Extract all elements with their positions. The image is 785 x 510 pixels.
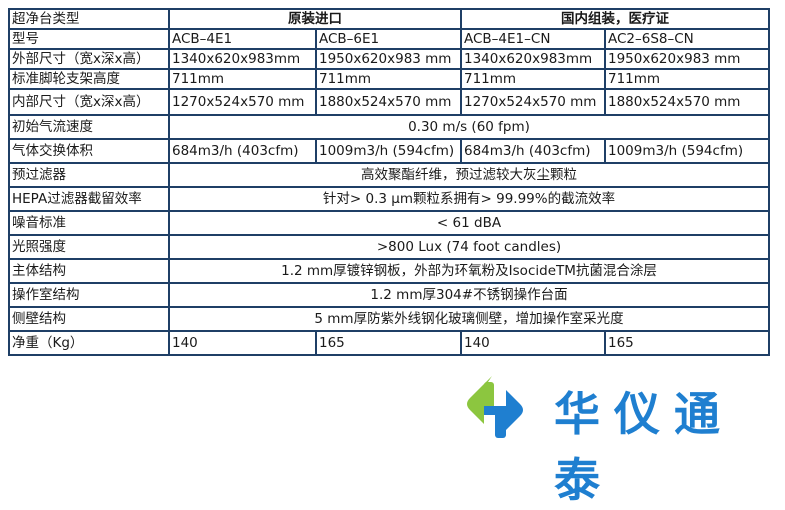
row-label: 外部尺寸（宽x深x高）: [8, 48, 170, 70]
cell-value: 1009m3/h (594cfm): [315, 138, 462, 164]
cell-value: 1880x524x570 mm: [604, 88, 770, 116]
row-value: >800 Lux (74 foot candles): [168, 234, 770, 260]
row-label: HEPA过滤器截留效率: [8, 186, 170, 212]
cell-value: 1340x620x983mm: [460, 48, 606, 70]
cell-value: 1270x524x570 mm: [168, 88, 317, 116]
cell-value: ACB–4E1: [168, 28, 317, 50]
table-row: 净重（Kg） 140 165 140 165: [8, 330, 770, 356]
company-logo: 华仪通泰: [462, 374, 772, 507]
logo-h-icon: [467, 376, 523, 440]
cell-value: 140: [460, 330, 606, 356]
row-label: 内部尺寸（宽x深x高）: [8, 88, 170, 116]
row-label: 光照强度: [8, 234, 170, 260]
cell-value: ACB–4E1–CN: [460, 28, 606, 50]
cell-value: 684m3/h (403cfm): [168, 138, 317, 164]
row-label: 初始气流速度: [8, 114, 170, 140]
table-row: 标准脚轮支架高度 711mm 711mm 711mm 711mm: [8, 68, 770, 90]
row-label: 主体结构: [8, 258, 170, 284]
row-label: 预过滤器: [8, 162, 170, 188]
row-label: 侧壁结构: [8, 306, 170, 332]
row-label: 型号: [8, 28, 170, 50]
cell-value: 1950x620x983 mm: [604, 48, 770, 70]
row-value: 5 mm厚防紫外线钢化玻璃侧壁，增加操作室采光度: [168, 306, 770, 332]
table-row: 初始气流速度 0.30 m/s (60 fpm): [8, 114, 770, 140]
row-value: 1.2 mm厚镀锌钢板，外部为环氧粉及IsocideTM抗菌混合涂层: [168, 258, 770, 284]
header-label: 超净台类型: [8, 8, 170, 30]
row-label: 操作室结构: [8, 282, 170, 308]
table-row: 操作室结构 1.2 mm厚304#不锈钢操作台面: [8, 282, 770, 308]
table-header-row: 超净台类型 原装进口 国内组装，医疗证: [8, 8, 770, 30]
cell-value: 1880x524x570 mm: [315, 88, 462, 116]
spec-table: 超净台类型 原装进口 国内组装，医疗证 型号 ACB–4E1 ACB–6E1 ACB–…: [8, 8, 770, 356]
cell-value: ACB–6E1: [315, 28, 462, 50]
cell-value: 711mm: [604, 68, 770, 90]
table-row: 预过滤器 高效聚酯纤维，预过滤较大灰尘颗粒: [8, 162, 770, 188]
table-row: 光照强度 >800 Lux (74 foot candles): [8, 234, 770, 260]
row-value: 高效聚酯纤维，预过滤较大灰尘颗粒: [168, 162, 770, 188]
row-value: 针对> 0.3 μm颗粒系拥有> 99.99%的截流效率: [168, 186, 770, 212]
logo-text: 华仪通泰: [554, 387, 734, 507]
cell-value: 1270x524x570 mm: [460, 88, 606, 116]
cell-value: 165: [604, 330, 770, 356]
row-label: 气体交换体积: [8, 138, 170, 164]
cell-value: 711mm: [315, 68, 462, 90]
row-value: < 61 dBA: [168, 210, 770, 236]
row-label: 噪音标准: [8, 210, 170, 236]
table-row: 型号 ACB–4E1 ACB–6E1 ACB–4E1–CN AC2–6S8–CN: [8, 28, 770, 50]
cell-value: 1009m3/h (594cfm): [604, 138, 770, 164]
cell-value: 165: [315, 330, 462, 356]
row-value: 1.2 mm厚304#不锈钢操作台面: [168, 282, 770, 308]
table-row: 内部尺寸（宽x深x高） 1270x524x570 mm 1880x524x570 m…: [8, 88, 770, 116]
table-row: 侧壁结构 5 mm厚防紫外线钢化玻璃侧壁，增加操作室采光度: [8, 306, 770, 332]
header-group-imported: 原装进口: [168, 8, 462, 30]
cell-value: 711mm: [460, 68, 606, 90]
row-value: 0.30 m/s (60 fpm): [168, 114, 770, 140]
row-label: 标准脚轮支架高度: [8, 68, 170, 90]
header-group-domestic: 国内组装，医疗证: [460, 8, 770, 30]
cell-value: 684m3/h (403cfm): [460, 138, 606, 164]
row-label: 净重（Kg）: [8, 330, 170, 356]
table-row: HEPA过滤器截留效率 针对> 0.3 μm颗粒系拥有> 99.99%的截流效率: [8, 186, 770, 212]
cell-value: 140: [168, 330, 317, 356]
table-row: 气体交换体积 684m3/h (403cfm) 1009m3/h (594cfm) 6…: [8, 138, 770, 164]
cell-value: 1950x620x983 mm: [315, 48, 462, 70]
cell-value: 711mm: [168, 68, 317, 90]
table-row: 外部尺寸（宽x深x高） 1340x620x983mm 1950x620x983 mm…: [8, 48, 770, 70]
table-row: 主体结构 1.2 mm厚镀锌钢板，外部为环氧粉及IsocideTM抗菌混合涂层: [8, 258, 770, 284]
cell-value: 1340x620x983mm: [168, 48, 317, 70]
table-row: 噪音标准 < 61 dBA: [8, 210, 770, 236]
cell-value: AC2–6S8–CN: [604, 28, 770, 50]
